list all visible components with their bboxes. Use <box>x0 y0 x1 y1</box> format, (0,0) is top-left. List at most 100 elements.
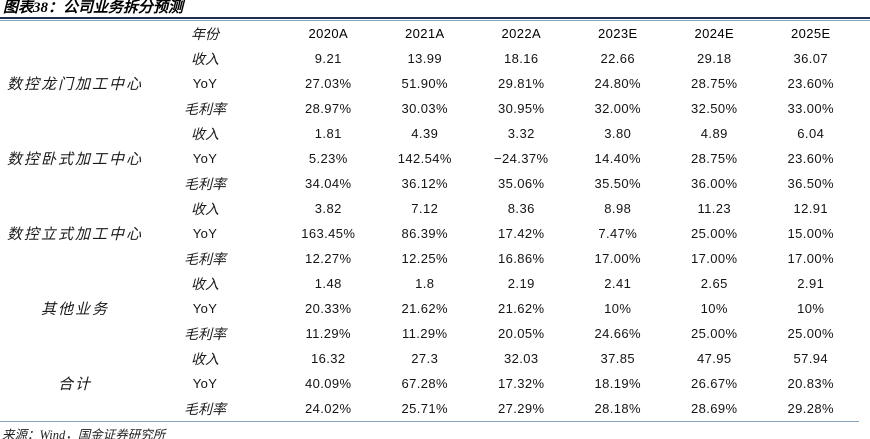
cell-value: 1.48 <box>314 276 342 291</box>
cell-value: 163.45% <box>301 226 356 241</box>
cell-value: 18.19% <box>594 376 641 391</box>
cell-value: 29.28% <box>787 401 834 416</box>
year-header: 2025E <box>790 26 831 41</box>
segment-label: 数控立式加工中心 <box>6 227 143 243</box>
cell-value: 2.19 <box>507 276 535 291</box>
cell-value: 28.69% <box>691 401 738 416</box>
metric-label: 毛利率 <box>184 402 226 418</box>
cell-value: 23.60% <box>787 76 834 91</box>
cell-value: 35.06% <box>498 176 545 191</box>
cell-value: 47.95 <box>696 351 732 366</box>
metric-label: 毛利率 <box>184 327 226 343</box>
cell-value: 25.00% <box>787 326 834 341</box>
forecast-table: 年份 2020A 2021A 2022A 2023E 2024E 2025E 收入 9.21 13… <box>0 21 859 422</box>
cell-value: 142.54% <box>397 151 452 166</box>
year-header: 2024E <box>694 26 735 41</box>
cell-value: 1.8 <box>415 276 435 291</box>
metric-label: YoY <box>192 76 218 91</box>
cell-value: 28.18% <box>594 401 641 416</box>
year-header: 2023E <box>597 26 638 41</box>
cell-value: 16.86% <box>498 251 545 266</box>
cell-value: 40.09% <box>305 376 352 391</box>
cell-value: 29.81% <box>498 76 545 91</box>
cell-value: 21.62% <box>401 301 448 316</box>
cell-value: 2.91 <box>797 276 825 291</box>
cell-value: 32.03 <box>503 351 539 366</box>
cell-value: 11.29% <box>305 326 352 341</box>
cell-value: 6.04 <box>797 126 825 141</box>
metric-label: YoY <box>192 301 218 316</box>
segment-spacer-cell <box>0 196 150 221</box>
metric-label: YoY <box>192 151 218 166</box>
cell-value: 30.95% <box>498 101 545 116</box>
cell-value: 12.27% <box>305 251 352 266</box>
cell-value: 11.29% <box>401 326 448 341</box>
cell-value: 35.50% <box>594 176 641 191</box>
metric-column-header: 年份 <box>191 27 219 43</box>
cell-value: 17.00% <box>691 251 738 266</box>
cell-value: 15.00% <box>787 226 834 241</box>
cell-value: 4.89 <box>700 126 728 141</box>
cell-value: 24.66% <box>594 326 641 341</box>
cell-value: 27.03% <box>305 76 352 91</box>
page-title: 图表38：公司业务拆分预测 <box>3 0 184 16</box>
year-header: 2021A <box>404 26 445 41</box>
cell-value: 29.18 <box>696 51 732 66</box>
cell-value: 30.03% <box>401 101 448 116</box>
cell-value: 13.99 <box>407 51 443 66</box>
cell-value: 10% <box>797 301 825 316</box>
cell-value: 23.60% <box>787 151 834 166</box>
cell-value: 7.12 <box>411 201 439 216</box>
cell-value: 3.32 <box>507 126 535 141</box>
segment-spacer-cell <box>0 246 150 271</box>
cell-value: 25.00% <box>691 226 738 241</box>
cell-value: 28.75% <box>691 76 738 91</box>
cell-value: 33.00% <box>787 101 834 116</box>
segment-label: 数控卧式加工中心 <box>6 152 143 168</box>
metric-label: YoY <box>192 376 218 391</box>
cell-value: 17.42% <box>498 226 545 241</box>
cell-value: 27.3 <box>411 351 439 366</box>
cell-value: 32.00% <box>594 101 641 116</box>
segment-label: 数控龙门加工中心 <box>6 77 143 93</box>
metric-label: 收入 <box>191 352 219 368</box>
segment-spacer-cell <box>0 321 150 346</box>
cell-value: 37.85 <box>600 351 636 366</box>
cell-value: 20.33% <box>305 301 352 316</box>
segment-label: 合计 <box>57 377 92 393</box>
cell-value: 11.23 <box>697 201 732 216</box>
cell-value: 16.32 <box>310 351 346 366</box>
cell-value: 10% <box>604 301 632 316</box>
cell-value: 32.50% <box>691 101 738 116</box>
cell-value: 3.80 <box>604 126 632 141</box>
metric-label: 收入 <box>191 127 219 143</box>
cell-value: 27.29% <box>498 401 545 416</box>
cell-value: 24.02% <box>305 401 352 416</box>
cell-value: 22.66 <box>600 51 636 66</box>
metric-label: 毛利率 <box>184 102 226 118</box>
cell-value: 21.62% <box>498 301 545 316</box>
cell-value: 24.80% <box>594 76 641 91</box>
cell-value: 51.90% <box>401 76 448 91</box>
cell-value: 25.71% <box>401 401 448 416</box>
cell-value: 20.83% <box>787 376 834 391</box>
cell-value: 26.67% <box>691 376 738 391</box>
segment-spacer-cell <box>0 271 150 296</box>
corner-cell <box>0 21 150 46</box>
cell-value: 28.97% <box>305 101 352 116</box>
cell-value: 3.82 <box>314 201 342 216</box>
cell-value: 18.16 <box>503 51 539 66</box>
cell-value: 10% <box>700 301 728 316</box>
cell-value: 12.91 <box>793 201 829 216</box>
cell-value: 86.39% <box>401 226 448 241</box>
cell-value: 36.12% <box>401 176 448 191</box>
cell-value: 34.04% <box>305 176 352 191</box>
cell-value: 25.00% <box>691 326 738 341</box>
cell-value: 12.25% <box>401 251 448 266</box>
segment-spacer-cell <box>0 46 150 71</box>
cell-value: 7.47% <box>598 226 638 241</box>
cell-value: 17.00% <box>594 251 641 266</box>
segment-spacer-cell <box>0 346 150 371</box>
cell-value: 57.94 <box>793 351 829 366</box>
